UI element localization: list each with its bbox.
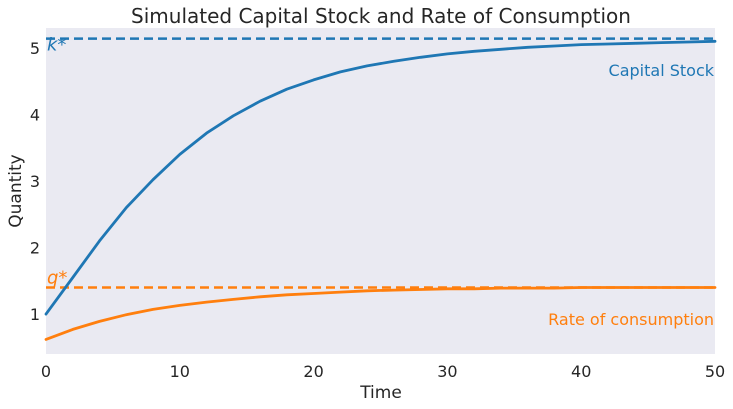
y-tick-label: 3 (30, 172, 40, 191)
reference-label-k-star: k* (47, 35, 66, 56)
y-tick-label: 1 (30, 305, 40, 324)
x-tick-label: 10 (170, 362, 190, 381)
reference-label-q-star: q* (47, 267, 67, 288)
chart-title: Simulated Capital Stock and Rate of Cons… (131, 4, 631, 28)
reference-lines: k* q* (46, 35, 715, 289)
y-axis-ticks: 1 2 3 4 5 (30, 39, 40, 324)
x-tick-label: 30 (437, 362, 457, 381)
y-tick-label: 4 (30, 105, 40, 124)
y-tick-label: 5 (30, 39, 40, 58)
y-tick-label: 2 (30, 239, 40, 258)
x-axis-ticks: 0 10 20 30 40 50 (41, 362, 725, 381)
series-layer (44, 39, 717, 341)
y-axis-label: Quantity (6, 154, 26, 227)
x-tick-label: 0 (41, 362, 51, 381)
x-tick-label: 50 (705, 362, 725, 381)
series-line-rate-of-consumption (44, 286, 717, 341)
annotation-capital-stock: Capital Stock (609, 61, 715, 80)
x-tick-label: 20 (303, 362, 323, 381)
x-axis-label: Time (359, 383, 402, 403)
x-tick-label: 40 (571, 362, 591, 381)
series-line-capital-stock (44, 39, 717, 316)
plot-area (46, 28, 715, 354)
annotations: Capital Stock Rate of consumption (548, 61, 715, 329)
annotation-rate-of-consumption: Rate of consumption (548, 310, 714, 329)
